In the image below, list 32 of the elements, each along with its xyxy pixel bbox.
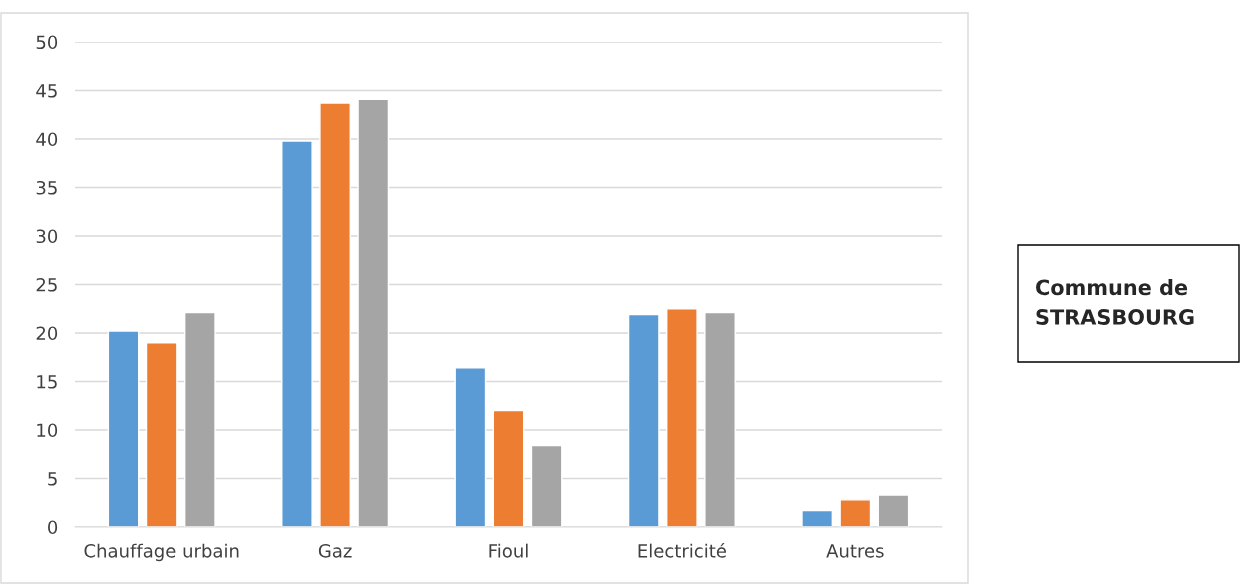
x-tick-label: Autres — [826, 544, 884, 558]
y-tick-label: 35 — [36, 180, 57, 195]
bar — [281, 140, 313, 527]
y-tick-label: 10 — [37, 423, 58, 438]
bar — [801, 509, 834, 527]
bar — [839, 499, 872, 527]
y-tick-label: 5 — [48, 472, 57, 486]
y-tick-label: 45 — [36, 84, 57, 98]
bar — [877, 494, 910, 527]
x-tick-label: Electricité — [638, 542, 726, 558]
text: Commune de STRASBOURG — [1036, 279, 1194, 325]
bar — [183, 311, 216, 527]
bar — [704, 311, 736, 527]
bar — [627, 313, 660, 527]
bar — [145, 342, 178, 527]
bar — [107, 330, 140, 527]
bar — [357, 98, 390, 527]
x-tick-label: Chauffage urbain — [84, 543, 239, 562]
y-tick-label: 25 — [36, 277, 57, 292]
bar — [530, 444, 563, 527]
y-tick-label: 20 — [36, 326, 58, 341]
bar — [454, 367, 487, 527]
y-tick-label: 0 — [48, 520, 58, 535]
x-tick-label: Gaz — [318, 543, 352, 558]
bar — [492, 409, 525, 527]
y-tick-label: 40 — [36, 132, 58, 147]
bar — [319, 102, 351, 527]
x-tick-label: Fioul — [489, 543, 528, 558]
y-tick-label: 50 — [36, 35, 58, 50]
y-tick-label: 15 — [37, 375, 57, 389]
bar — [666, 308, 698, 527]
y-tick-label: 30 — [36, 229, 58, 244]
